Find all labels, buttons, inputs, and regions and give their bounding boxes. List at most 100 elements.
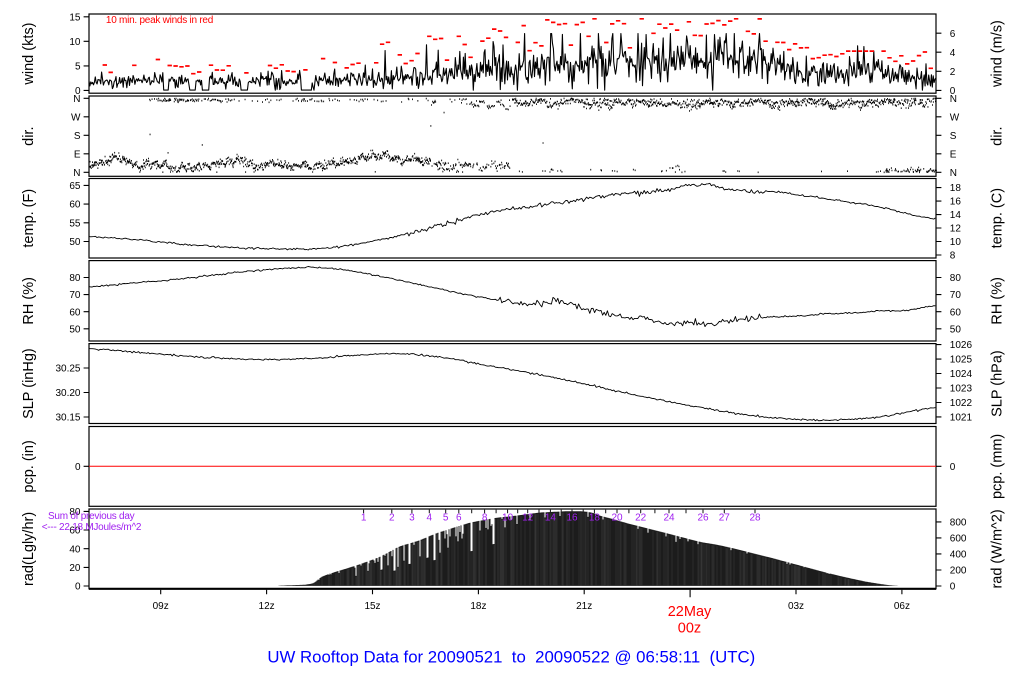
svg-text:30.15: 30.15 — [55, 413, 80, 424]
svg-text:1024: 1024 — [950, 369, 973, 380]
svg-text:00z: 00z — [678, 620, 701, 636]
svg-text:12: 12 — [950, 224, 962, 235]
svg-text:40: 40 — [69, 544, 81, 555]
svg-text:6: 6 — [456, 512, 462, 523]
svg-text:N: N — [73, 168, 80, 179]
svg-text:4: 4 — [950, 48, 956, 59]
svg-text:E: E — [74, 149, 81, 160]
svg-text:60: 60 — [950, 307, 962, 318]
svg-text:60: 60 — [69, 200, 81, 211]
svg-text:1: 1 — [361, 512, 367, 523]
svg-text:RH (%): RH (%) — [21, 277, 37, 325]
svg-text:03z: 03z — [788, 601, 804, 612]
svg-text:65: 65 — [69, 181, 81, 192]
svg-text:0: 0 — [950, 582, 956, 593]
svg-text:W: W — [71, 112, 81, 123]
svg-text:12: 12 — [522, 512, 534, 523]
svg-text:09z: 09z — [153, 601, 169, 612]
svg-text:24: 24 — [663, 512, 675, 523]
svg-text:60: 60 — [69, 307, 81, 318]
svg-text:8: 8 — [482, 512, 488, 523]
svg-text:5: 5 — [443, 512, 449, 523]
svg-text:N: N — [950, 94, 957, 105]
svg-text:1025: 1025 — [950, 355, 973, 366]
svg-text:10: 10 — [502, 512, 514, 523]
svg-text:10: 10 — [950, 237, 962, 248]
svg-text:W: W — [950, 112, 960, 123]
svg-text:200: 200 — [950, 566, 967, 577]
svg-text:600: 600 — [950, 534, 967, 545]
svg-text:18z: 18z — [470, 601, 486, 612]
svg-text:4: 4 — [427, 512, 433, 523]
svg-text:temp. (F): temp. (F) — [21, 189, 37, 248]
svg-text:2: 2 — [389, 512, 395, 523]
svg-text:20: 20 — [611, 512, 623, 523]
svg-text:80: 80 — [950, 273, 962, 284]
svg-text:14: 14 — [545, 512, 557, 523]
svg-text:21z: 21z — [576, 601, 592, 612]
svg-text:6: 6 — [950, 29, 956, 40]
svg-text:10: 10 — [69, 37, 81, 48]
svg-text:pcp. (mm): pcp. (mm) — [990, 434, 1006, 499]
svg-text:800: 800 — [950, 518, 967, 529]
svg-text:S: S — [74, 131, 81, 142]
svg-text:3: 3 — [409, 512, 415, 523]
svg-text:1023: 1023 — [950, 384, 973, 395]
svg-text:50: 50 — [69, 324, 81, 335]
svg-text:20: 20 — [69, 563, 81, 574]
svg-text:26: 26 — [697, 512, 709, 523]
svg-text:16: 16 — [566, 512, 578, 523]
svg-text:50: 50 — [69, 237, 81, 248]
svg-text:5: 5 — [75, 62, 81, 73]
svg-text:06z: 06z — [894, 601, 910, 612]
svg-text:SLP (inHg): SLP (inHg) — [21, 348, 37, 419]
svg-text:55: 55 — [69, 218, 81, 229]
svg-text:14: 14 — [950, 210, 962, 221]
svg-text:0: 0 — [950, 462, 956, 473]
svg-text:N: N — [950, 168, 957, 179]
svg-text:30.20: 30.20 — [55, 388, 80, 399]
svg-text:2: 2 — [950, 67, 956, 78]
svg-text:pcp. (in): pcp. (in) — [21, 440, 37, 492]
svg-text:22May: 22May — [668, 604, 712, 620]
svg-text:16: 16 — [950, 197, 962, 208]
svg-text:28: 28 — [749, 512, 761, 523]
svg-text:0: 0 — [75, 462, 81, 473]
svg-text:<--- 22.18 MJoules/m^2: <--- 22.18 MJoules/m^2 — [42, 522, 142, 533]
svg-text:15z: 15z — [364, 601, 380, 612]
svg-text:22: 22 — [635, 512, 647, 523]
svg-text:0: 0 — [950, 86, 956, 97]
svg-text:N: N — [73, 94, 80, 105]
svg-text:E: E — [950, 149, 957, 160]
svg-text:12z: 12z — [259, 601, 275, 612]
svg-text:RH (%): RH (%) — [990, 277, 1006, 325]
svg-text:1026: 1026 — [950, 340, 973, 351]
svg-text:dir.: dir. — [990, 127, 1006, 146]
svg-text:15: 15 — [69, 12, 81, 23]
svg-text:1022: 1022 — [950, 398, 973, 409]
svg-text:S: S — [950, 131, 957, 142]
svg-text:30.25: 30.25 — [55, 364, 80, 375]
svg-text:1021: 1021 — [950, 413, 973, 424]
svg-text:8: 8 — [950, 251, 956, 262]
svg-text:400: 400 — [950, 550, 967, 561]
svg-text:rad(Lgly/hr): rad(Lgly/hr) — [21, 512, 37, 586]
svg-text:18: 18 — [950, 183, 962, 194]
svg-text:0: 0 — [75, 86, 81, 97]
svg-text:SLP (hPa): SLP (hPa) — [990, 350, 1006, 417]
svg-text:70: 70 — [950, 290, 962, 301]
svg-text:0: 0 — [75, 582, 81, 593]
svg-text:temp. (C): temp. (C) — [990, 188, 1006, 248]
svg-text:18: 18 — [589, 512, 601, 523]
svg-text:Sum of previous day: Sum of previous day — [48, 511, 135, 522]
svg-text:wind (m/s): wind (m/s) — [990, 20, 1006, 88]
svg-text:70: 70 — [69, 290, 81, 301]
svg-text:dir.: dir. — [21, 127, 37, 146]
svg-text:UW Rooftop Data for 20090521: UW Rooftop Data for 20090521 to 20090522… — [267, 647, 755, 666]
svg-text:wind (kts): wind (kts) — [21, 23, 37, 86]
svg-text:50: 50 — [950, 324, 962, 335]
svg-text:80: 80 — [69, 507, 81, 518]
svg-text:27: 27 — [719, 512, 731, 523]
svg-text:rad (W/m^2): rad (W/m^2) — [990, 509, 1006, 588]
svg-text:10 min. peak winds in red: 10 min. peak winds in red — [106, 15, 213, 26]
